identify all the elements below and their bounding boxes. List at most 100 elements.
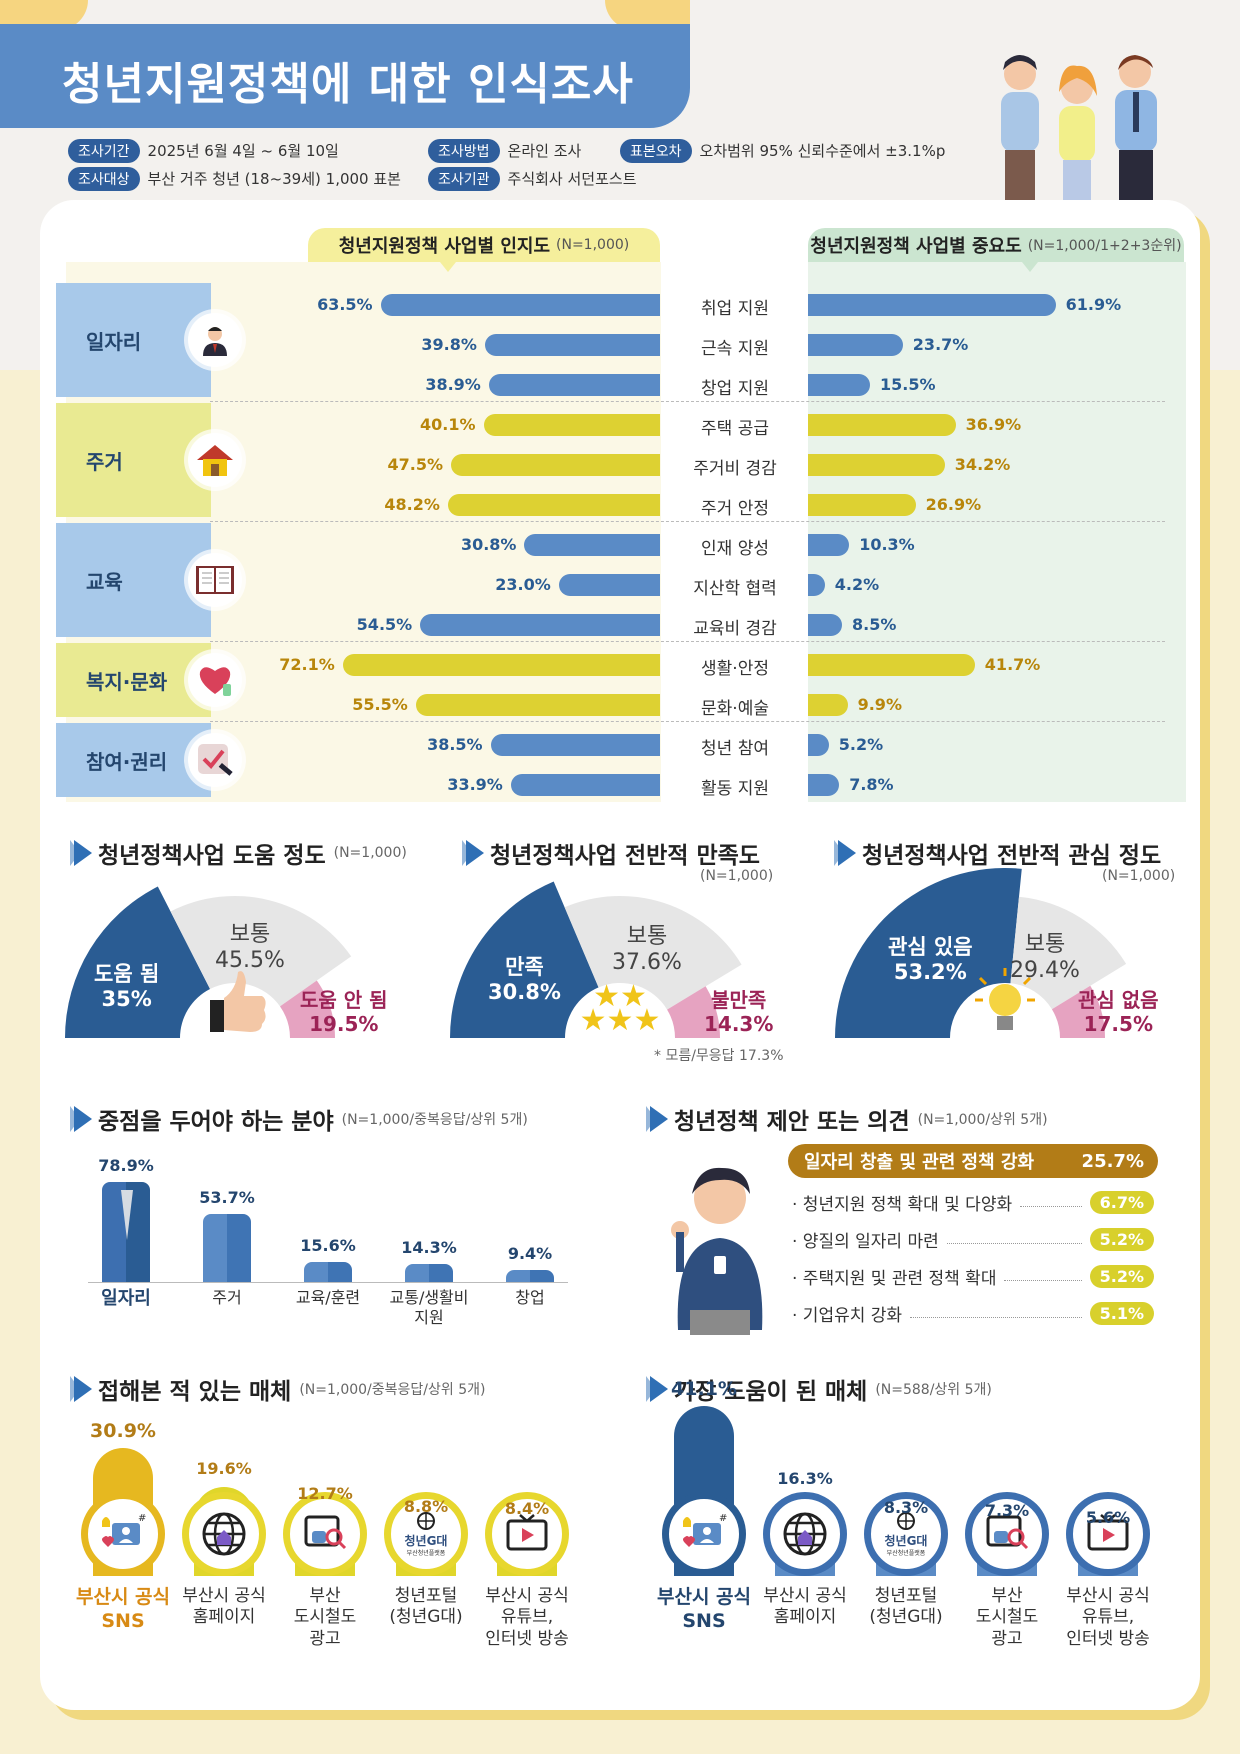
program-name: 주거 안정 bbox=[701, 499, 769, 519]
media-value: 8.4% bbox=[504, 1498, 550, 1518]
media-label: 부산시 공식 홈페이지 bbox=[182, 1586, 266, 1628]
focus-label: 교육/훈련 bbox=[295, 1288, 361, 1307]
focus-value: 14.3% bbox=[401, 1237, 457, 1257]
help-label-mid: 보통 45.5% bbox=[215, 922, 285, 974]
interest-n: (N=1,000) bbox=[1102, 868, 1176, 884]
category-box: 복지·문화 bbox=[56, 643, 211, 717]
importance-value: 36.9% bbox=[965, 415, 1022, 434]
donut-slice bbox=[65, 886, 211, 1038]
awareness-value: 72.1% bbox=[279, 655, 335, 674]
opinion-section-title: 청년정책 제안 또는 의견 (N=1,000/상위 5개) bbox=[646, 1102, 1048, 1136]
meta-period: 조사기간 2025년 6월 4일 ~ 6월 10일 bbox=[68, 139, 339, 163]
media-value: 30.9% bbox=[90, 1420, 156, 1442]
svg-text:청년G대: 청년G대 bbox=[885, 1533, 928, 1548]
program-name: 생활·안정 bbox=[701, 659, 769, 679]
importance-bar bbox=[808, 454, 945, 476]
awareness-bar bbox=[484, 334, 660, 356]
importance-value: 8.5% bbox=[852, 615, 897, 634]
home-icon bbox=[202, 1512, 246, 1556]
importance-header-pointer bbox=[1022, 262, 1038, 272]
meta-error: 표본오차 오차범위 95% 신뢰수준에서 ±3.1%p bbox=[620, 139, 945, 163]
home-icon bbox=[783, 1512, 827, 1556]
tv-icon bbox=[1087, 1514, 1129, 1551]
title-banner bbox=[0, 24, 690, 128]
importance-bar bbox=[808, 654, 975, 676]
focus-label: 교통/생활비 지원 bbox=[389, 1288, 469, 1327]
svg-text:★★: ★★ bbox=[593, 979, 647, 1014]
young-people-illustration bbox=[1001, 55, 1157, 200]
importance-value: 5.2% bbox=[838, 735, 884, 754]
svg-text:부산청년플랫폼: 부산청년플랫폼 bbox=[887, 1549, 926, 1557]
awareness-value: 55.5% bbox=[352, 695, 408, 714]
donut-slice bbox=[450, 881, 599, 1038]
media-label: 청년포털 (청년G대) bbox=[389, 1586, 463, 1628]
media-value: 8.3% bbox=[883, 1497, 929, 1517]
awareness-header-pointer bbox=[440, 262, 456, 272]
media-icon-circle bbox=[766, 1495, 844, 1573]
opinion-item: · 청년지원 정책 확대 및 다양화 6.7% bbox=[792, 1190, 1154, 1215]
book-icon bbox=[188, 553, 242, 607]
media-label: 부산시 공식 SNS bbox=[75, 1586, 170, 1632]
importance-bar bbox=[808, 374, 870, 396]
help-label-no: 도움 안 됨 19.5% bbox=[300, 988, 388, 1036]
interest-label-mid: 보통 29.4% bbox=[1010, 932, 1080, 984]
focus-bar bbox=[304, 1262, 352, 1282]
metro-icon bbox=[304, 1515, 347, 1550]
media-value: 16.3% bbox=[777, 1468, 833, 1488]
program-name: 주거비 경감 bbox=[693, 459, 777, 479]
satisfaction-note: * 모름/무응답 17.3% bbox=[654, 1048, 784, 1064]
media-help-section-title: 가장 도움이 된 매체 (N=588/상위 5개) bbox=[646, 1372, 992, 1406]
focus-value: 53.7% bbox=[199, 1187, 255, 1207]
opinion-top-item: 일자리 창출 및 관련 정책 강화 25.7% bbox=[788, 1144, 1158, 1178]
svg-text:#: # bbox=[719, 1513, 727, 1524]
metro-icon bbox=[986, 1515, 1029, 1550]
help-section-title: 청년정책사업 도움 정도 (N=1,000) bbox=[70, 836, 407, 870]
awareness-value: 38.9% bbox=[425, 375, 481, 394]
program-name: 교육비 경감 bbox=[693, 619, 777, 639]
program-name: 인재 양성 bbox=[701, 539, 769, 559]
program-name: 청년 참여 bbox=[701, 739, 769, 759]
opinion-item: · 양질의 일자리 마련 5.2% bbox=[792, 1227, 1154, 1252]
awareness-bar bbox=[558, 574, 660, 596]
donut-slice bbox=[170, 896, 352, 1007]
media-label: 부산시 공식 유튜브, 인터넷 방송 bbox=[485, 1586, 569, 1649]
awareness-value: 30.8% bbox=[460, 535, 517, 554]
media-label: 부산 도시철도 광고 bbox=[293, 1586, 357, 1649]
awareness-value: 39.8% bbox=[421, 335, 477, 354]
media-icon-circle bbox=[185, 1495, 263, 1573]
importance-bar bbox=[808, 614, 842, 636]
page-title: 청년지원정책에 대한 인식조사 bbox=[62, 59, 634, 110]
awareness-bar bbox=[488, 374, 660, 396]
importance-bar bbox=[808, 534, 850, 556]
media-label: 청년포털 (청년G대) bbox=[869, 1586, 943, 1628]
awareness-value: 38.5% bbox=[427, 735, 483, 754]
awareness-bar bbox=[447, 494, 660, 516]
importance-value: 23.7% bbox=[912, 335, 969, 354]
importance-value: 34.2% bbox=[954, 455, 1011, 474]
awareness-bar bbox=[490, 734, 660, 756]
program-name: 주택 공급 bbox=[701, 419, 769, 439]
program-name: 취업 지원 bbox=[701, 299, 769, 319]
category-divider bbox=[210, 521, 1165, 522]
importance-bar bbox=[808, 494, 916, 516]
awareness-value: 54.5% bbox=[356, 615, 413, 634]
importance-value: 10.3% bbox=[859, 535, 915, 554]
awareness-bar bbox=[483, 414, 660, 436]
interest-section-title: 청년정책사업 전반적 관심 정도 bbox=[834, 836, 1161, 870]
media-icon-circle: # bbox=[665, 1495, 743, 1573]
satisfaction-label-no: 불만족 14.3% bbox=[704, 988, 774, 1036]
satisfaction-label-mid: 보통 37.6% bbox=[612, 924, 682, 976]
awareness-value: 40.1% bbox=[420, 415, 476, 434]
program-name: 창업 지원 bbox=[701, 379, 769, 399]
importance-value: 7.8% bbox=[849, 775, 894, 794]
opinion-item: · 주택지원 및 관련 정책 확대 5.2% bbox=[792, 1264, 1154, 1289]
focus-bar bbox=[203, 1213, 251, 1282]
awareness-bar bbox=[510, 774, 660, 796]
media-value: 19.6% bbox=[196, 1459, 252, 1479]
awareness-value: 33.9% bbox=[447, 775, 503, 794]
donut-slice bbox=[1010, 896, 1127, 1010]
media-icon-circle: 청년G대 부산청년플랫폼 bbox=[867, 1495, 945, 1573]
interest-label-yes: 관심 있음 53.2% bbox=[888, 935, 973, 985]
media-value: 12.7% bbox=[297, 1483, 353, 1503]
